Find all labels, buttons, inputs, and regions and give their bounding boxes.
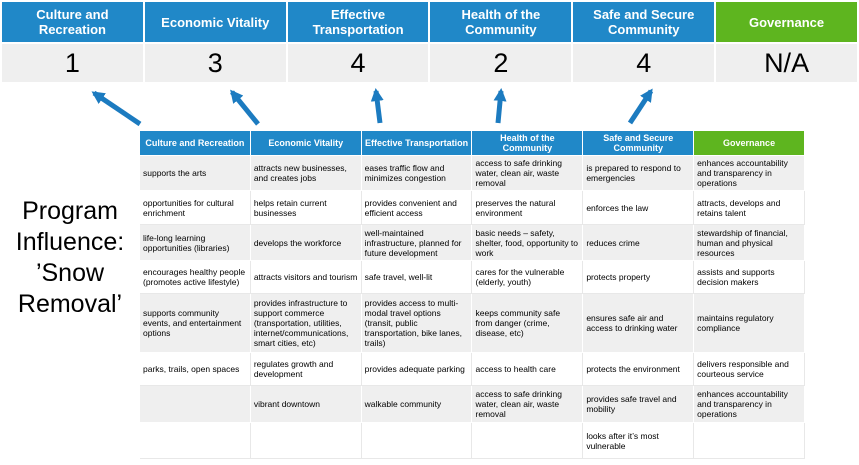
matrix-cell-r6-effective-transportation: provides adequate parking (361, 353, 473, 386)
matrix-cell-r7-effective-transportation: walkable community (361, 386, 473, 423)
matrix-cell-r1-culture-and-recreation: supports the arts (140, 156, 251, 191)
matrix-cell-r4-culture-and-recreation: encourages healthy people (promotes acti… (140, 261, 251, 294)
arrow-culture-and-recreation (91, 90, 142, 127)
matrix-cell-r8-effective-transportation (361, 423, 473, 459)
matrix-cell-r5-health-of-the-community: keeps community safe from danger (crime,… (472, 294, 584, 353)
influence-matrix: Culture and Recreation Economic Vitality E… (140, 131, 805, 459)
score-value-governance: N/A (716, 44, 857, 82)
arrow-effective-transportation (370, 88, 384, 124)
scoreboard-header-economic-vitality: Economic Vitality (144, 2, 286, 42)
matrix-cell-r7-health-of-the-community: access to safe drinking water, clean air… (472, 386, 584, 423)
matrix-body: supports the arts attracts new businesses… (140, 156, 805, 459)
score-value-health-of-the-community: 2 (430, 44, 572, 82)
matrix-cell-r2-culture-and-recreation: opportunities for cultural enrichment (140, 191, 251, 225)
matrix-cell-r4-safe-and-secure-community: protects property (583, 261, 695, 294)
matrix-header-row: Culture and Recreation Economic Vitality E… (140, 131, 805, 156)
matrix-cell-r1-economic-vitality: attracts new businesses, and creates job… (250, 156, 362, 191)
matrix-row-2: opportunities for cultural enrichment hel… (140, 191, 805, 225)
matrix-cell-r3-culture-and-recreation: life-long learning opportunities (librar… (140, 225, 251, 261)
matrix-cell-r3-governance: stewardship of financial, human and phys… (694, 225, 805, 261)
scoreboard-header-safe-and-secure-community: Safe and Secure Community (573, 2, 715, 42)
arrow-safe-and-secure-community (627, 88, 654, 125)
matrix-cell-r4-governance: assists and supports decision makers (694, 261, 805, 294)
matrix-header-safe-and-secure-community: Safe and Secure Community (583, 131, 695, 156)
matrix-cell-r6-economic-vitality: regulates growth and development (250, 353, 362, 386)
matrix-cell-r8-governance (694, 423, 805, 459)
matrix-row-4: encourages healthy people (promotes acti… (140, 261, 805, 294)
scoreboard-header-row: Culture and Recreation Economic Vitality E… (2, 2, 857, 42)
scoreboard: Culture and Recreation Economic Vitality E… (2, 2, 857, 82)
matrix-row-1: supports the arts attracts new businesses… (140, 156, 805, 191)
score-value-economic-vitality: 3 (144, 44, 286, 82)
score-value-effective-transportation: 4 (287, 44, 429, 82)
matrix-cell-r6-culture-and-recreation: parks, trails, open spaces (140, 353, 251, 386)
matrix-cell-r3-safe-and-secure-community: reduces crime (583, 225, 695, 261)
program-influence-title: Program Influence: ’Snow Removal’ (15, 197, 125, 318)
matrix-cell-r4-economic-vitality: attracts visitors and tourism (250, 261, 362, 294)
matrix-cell-r4-effective-transportation: safe travel, well-lit (361, 261, 473, 294)
matrix-cell-r2-effective-transportation: provides convenient and efficient access (361, 191, 473, 225)
matrix-cell-r8-economic-vitality (250, 423, 362, 459)
matrix-cell-r7-governance: enhances accountability and transparency… (694, 386, 805, 423)
matrix-header-governance: Governance (694, 131, 805, 156)
matrix-cell-r2-safe-and-secure-community: enforces the law (583, 191, 695, 225)
matrix-header-effective-transportation: Effective Transportation (361, 131, 473, 156)
matrix-cell-r8-safe-and-secure-community: looks after it’s most vulnerable (583, 423, 695, 459)
matrix-cell-r2-governance: attracts, develops and retains talent (694, 191, 805, 225)
matrix-cell-r5-economic-vitality: provides infrastructure to support comme… (250, 294, 362, 353)
matrix-header-health-of-the-community: Health of the Community (472, 131, 584, 156)
matrix-header-economic-vitality: Economic Vitality (250, 131, 362, 156)
scoreboard-header-effective-transportation: Effective Transportation (287, 2, 429, 42)
scoreboard-header-governance: Governance (716, 2, 857, 42)
matrix-cell-r6-governance: delivers responsible and courteous servi… (694, 353, 805, 386)
scoreboard-score-row: 1 3 4 2 4 N/A (2, 44, 857, 82)
matrix-cell-r7-safe-and-secure-community: provides safe travel and mobility (583, 386, 695, 423)
matrix-row-7: vibrant downtown walkable community access… (140, 386, 805, 423)
scoreboard-header-health-of-the-community: Health of the Community (430, 2, 572, 42)
matrix-cell-r6-safe-and-secure-community: protects the environment (583, 353, 695, 386)
matrix-row-3: life-long learning opportunities (librar… (140, 225, 805, 261)
matrix-cell-r2-economic-vitality: helps retain current businesses (250, 191, 362, 225)
matrix-cell-r3-health-of-the-community: basic needs – safety, shelter, food, opp… (472, 225, 584, 261)
matrix-cell-r7-culture-and-recreation (140, 386, 251, 423)
arrow-health-of-the-community (493, 88, 507, 124)
matrix-row-6: parks, trails, open spaces regulates grow… (140, 353, 805, 386)
matrix-cell-r7-economic-vitality: vibrant downtown (250, 386, 362, 423)
score-value-culture-and-recreation: 1 (2, 44, 143, 82)
matrix-cell-r5-governance: maintains regulatory compliance (694, 294, 805, 353)
matrix-cell-r1-effective-transportation: eases traffic flow and minimizes congest… (361, 156, 473, 191)
matrix-cell-r8-health-of-the-community (472, 423, 584, 459)
matrix-cell-r5-effective-transportation: provides access to multi-modal travel op… (361, 294, 473, 353)
matrix-cell-r3-economic-vitality: develops the workforce (250, 225, 362, 261)
matrix-cell-r4-health-of-the-community: cares for the vulnerable (elderly, youth… (472, 261, 584, 294)
matrix-cell-r5-safe-and-secure-community: ensures safe air and access to drinking … (583, 294, 695, 353)
matrix-cell-r6-health-of-the-community: access to health care (472, 353, 584, 386)
scoreboard-header-culture-and-recreation: Culture and Recreation (2, 2, 143, 42)
matrix-cell-r1-safe-and-secure-community: is prepared to respond to emergencies (583, 156, 695, 191)
matrix-cell-r8-culture-and-recreation (140, 423, 251, 459)
matrix-cell-r2-health-of-the-community: preserves the natural environment (472, 191, 584, 225)
matrix-row-8: looks after it’s most vulnerable (140, 423, 805, 459)
arrow-economic-vitality (230, 89, 260, 126)
matrix-cell-r1-governance: enhances accountability and transparency… (694, 156, 805, 191)
matrix-cell-r3-effective-transportation: well-maintained infrastructure, planned … (361, 225, 473, 261)
score-value-safe-and-secure-community: 4 (573, 44, 715, 82)
matrix-header-culture-and-recreation: Culture and Recreation (140, 131, 251, 156)
matrix-cell-r1-health-of-the-community: access to safe drinking water, clean air… (472, 156, 584, 191)
matrix-cell-r5-culture-and-recreation: supports community events, and entertain… (140, 294, 251, 353)
matrix-row-5: supports community events, and entertain… (140, 294, 805, 353)
